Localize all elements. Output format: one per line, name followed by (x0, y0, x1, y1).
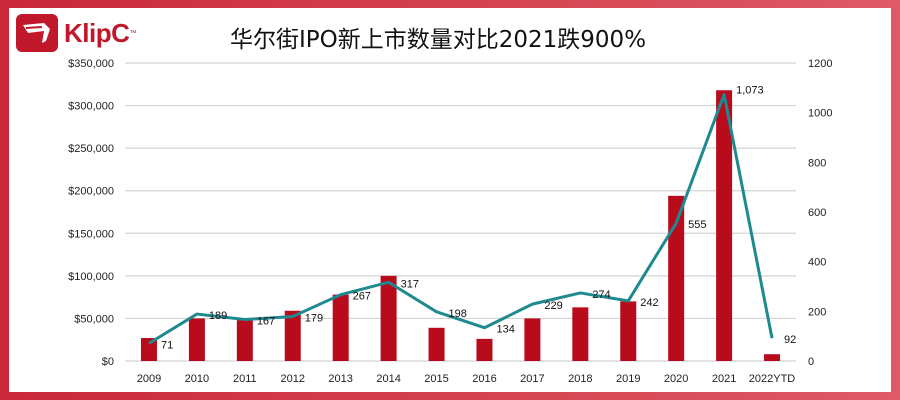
y-right-tick-label: 600 (808, 207, 826, 219)
x-tick-label: 2017 (520, 373, 544, 385)
x-tick-label: 2020 (664, 373, 688, 385)
x-tick-label: 2019 (616, 373, 640, 385)
bar (476, 338, 493, 361)
x-tick-label: 2012 (281, 373, 305, 385)
bar (764, 354, 781, 361)
x-tick-label: 2018 (568, 373, 592, 385)
y-right-tick-label: 1000 (808, 108, 832, 120)
bar (284, 310, 301, 361)
data-label: 267 (353, 291, 371, 303)
y-left-tick-label: $50,000 (74, 313, 114, 325)
x-tick-label: 2016 (472, 373, 496, 385)
bar (380, 275, 397, 361)
y-right-tick-label: 800 (808, 157, 826, 169)
y-right-tick-label: 0 (808, 356, 814, 368)
data-label: 242 (640, 297, 658, 309)
bar (620, 301, 637, 361)
bar (236, 320, 253, 361)
data-label: 1,073 (736, 85, 764, 97)
y-right-tick-label: 400 (808, 257, 826, 269)
count-line (148, 93, 774, 345)
y-left-tick-label: $350,000 (68, 58, 114, 70)
y-right-tick-label: 1200 (808, 58, 832, 70)
y-left-tick-label: $150,000 (68, 228, 114, 240)
bar (332, 294, 349, 361)
bar (428, 327, 445, 361)
data-label: 274 (592, 289, 610, 301)
bar (572, 307, 589, 361)
data-label: 92 (784, 334, 796, 346)
x-tick-label: 2022YTD (749, 373, 796, 385)
klipc-logo: KlipC ™ (16, 14, 136, 52)
bar (716, 90, 733, 361)
x-tick-label: 2011 (233, 373, 257, 385)
x-tick-label: 2009 (137, 373, 161, 385)
bar (188, 318, 205, 361)
y-left-tick-label: $0 (102, 356, 114, 368)
y-left-tick-label: $100,000 (68, 271, 114, 283)
logo-icon (16, 14, 58, 52)
chart-title: 华尔街IPO新上市数量对比2021跌900% (230, 27, 647, 53)
data-label: 229 (544, 300, 562, 312)
y-right-tick-label: 200 (808, 306, 826, 318)
data-label: 189 (209, 310, 227, 322)
x-tick-label: 2013 (328, 373, 352, 385)
data-label: 134 (496, 324, 514, 336)
data-label: 179 (305, 313, 323, 325)
logo-tm: ™ (129, 29, 137, 37)
data-label: 555 (688, 219, 706, 231)
y-left-tick-label: $200,000 (68, 186, 114, 198)
y-left-tick-label: $250,000 (68, 143, 114, 155)
data-label: 167 (257, 316, 275, 328)
y-left-tick-label: $300,000 (68, 101, 114, 113)
bar (524, 318, 541, 361)
bar (140, 338, 157, 361)
x-tick-label: 2021 (712, 373, 736, 385)
bar (668, 195, 685, 361)
x-tick-label: 2015 (424, 373, 448, 385)
logo-text: KlipC (64, 17, 130, 48)
x-tick-label: 2014 (376, 373, 400, 385)
data-label: 317 (401, 278, 419, 290)
data-label: 71 (161, 339, 173, 351)
x-tick-label: 2010 (185, 373, 209, 385)
data-label: 198 (449, 308, 467, 320)
